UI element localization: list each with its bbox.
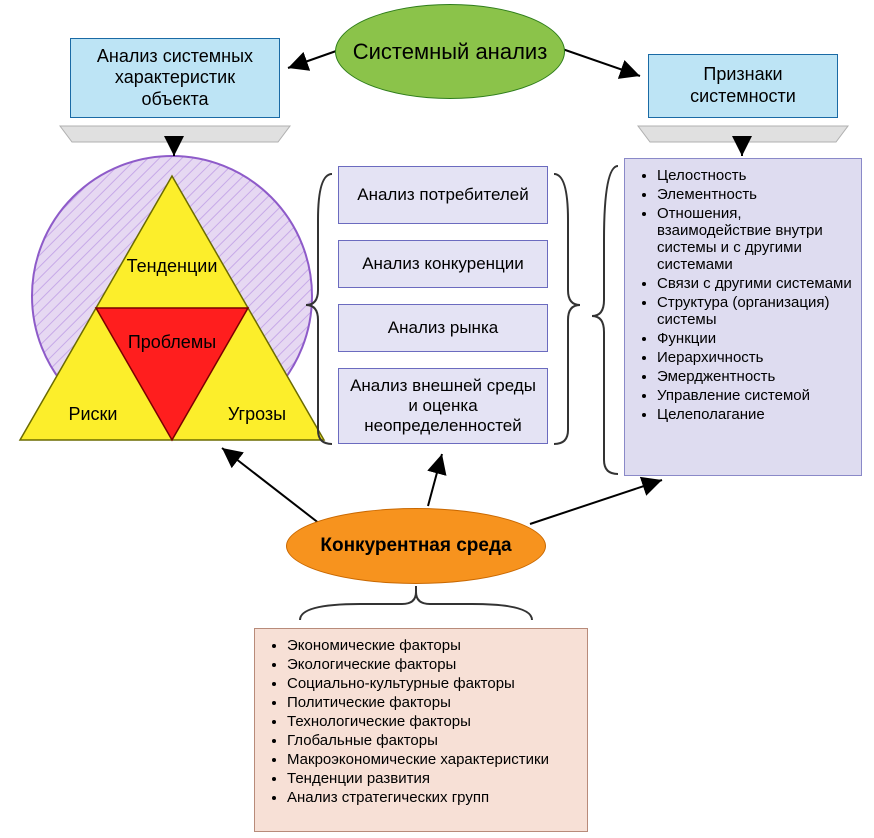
tri-center-label: Проблемы [122,332,222,353]
analysis-box-2: Анализ рынка [338,304,548,352]
sys-item: Целеполагание [657,406,857,423]
top-ellipse: Системный анализ [335,4,565,99]
orange-ellipse: Конкурентная среда [286,508,546,584]
left-box-l2: характеристик [115,67,235,89]
bottom-list: Экономические факторы Экологические факт… [254,628,588,832]
bottom-list-ul: Экономические факторы Экологические факт… [259,637,583,806]
bot-item: Экономические факторы [287,637,583,654]
analysis-box-3-text: Анализ внешней среды и оценка неопределе… [343,376,543,436]
bot-item: Политические факторы [287,694,583,711]
analysis-box-1: Анализ конкуренции [338,240,548,288]
bot-item: Тенденции развития [287,770,583,787]
system-list-ul: Целостность Элементность Отношения, взаи… [629,167,857,423]
analysis-box-0-text: Анализ потребителей [357,185,529,205]
sys-item: Эмерджентность [657,368,857,385]
bot-item: Экологические факторы [287,656,583,673]
bot-item: Макроэкономические характеристики [287,751,583,768]
analysis-box-2-text: Анализ рынка [388,318,498,338]
left-box-l1: Анализ системных [97,46,253,68]
tri-right-label: Угрозы [212,404,302,425]
sys-item: Элементность [657,186,857,203]
bot-item: Анализ стратегических групп [287,789,583,806]
sys-item: Отношения, взаимодействие внутри системы… [657,205,857,273]
right-box-l1: Признаки [703,64,782,86]
sys-item: Иерархичность [657,349,857,366]
analysis-box-1-text: Анализ конкуренции [362,254,524,274]
analysis-box-3: Анализ внешней среды и оценка неопределе… [338,368,548,444]
sys-item: Структура (организация) системы [657,294,857,328]
bot-item: Технологические факторы [287,713,583,730]
tri-top-label: Тенденции [116,256,228,277]
sys-item: Связи с другими системами [657,275,857,292]
bot-item: Глобальные факторы [287,732,583,749]
bot-item: Социально-культурные факторы [287,675,583,692]
tri-left-label: Риски [48,404,138,425]
sys-item: Целостность [657,167,857,184]
left-box-l3: объекта [141,89,208,111]
analysis-box-0: Анализ потребителей [338,166,548,224]
sys-item: Функции [657,330,857,347]
left-box: Анализ системных характеристик объекта [70,38,280,118]
right-box-l2: системности [690,86,796,108]
sys-item: Управление системой [657,387,857,404]
right-box: Признаки системности [648,54,838,118]
system-list: Целостность Элементность Отношения, взаи… [624,158,862,476]
top-ellipse-text: Системный анализ [353,39,548,65]
orange-ellipse-text: Конкурентная среда [320,535,511,557]
